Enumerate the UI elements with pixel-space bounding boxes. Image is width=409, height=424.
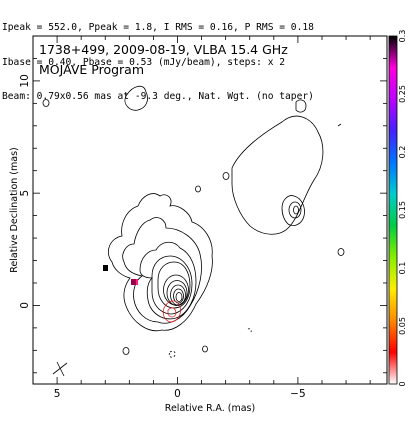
colorbar-tick-label: 0.05 — [398, 317, 407, 335]
pol-contour-2 — [167, 307, 177, 318]
contour-jet-2 — [281, 195, 305, 226]
y-axis-label: Relative Declination (mas) — [9, 147, 20, 273]
plot-frame — [32, 35, 388, 385]
pol-square-1 — [103, 265, 108, 271]
contour-2 — [122, 217, 202, 324]
x-tick-label: 0 — [174, 388, 181, 400]
contour-blob-top-right — [337, 123, 342, 127]
beam-marker — [52, 361, 68, 377]
y-tick-label: 5 — [19, 190, 31, 197]
plot-title: 1738+499, 2009-08-19, VLBA 15.4 GHz — [39, 42, 288, 57]
y-tick-label: 0 — [19, 302, 31, 309]
x-tick-label: −5 — [290, 388, 305, 400]
map-header: Ipeak = 552.0, Ppeak = 1.8, I RMS = 0.16… — [2, 0, 407, 114]
colorbar — [388, 35, 398, 385]
contour-negative-2 — [247, 328, 252, 333]
contour-10 — [175, 292, 183, 302]
contour-7 — [166, 280, 188, 306]
contour-blob-top-left — [42, 99, 50, 107]
contour-outer-core — [108, 193, 213, 332]
contour-jet-4 — [293, 205, 299, 215]
axis-tick-labels: 5 0 −5 0 5 10 — [19, 74, 306, 400]
contour-jet-outer — [231, 115, 324, 235]
colorbar-tick-label: 0.1 — [398, 262, 407, 275]
colorbar-ticks: 0 0.05 0.1 0.15 0.2 0.25 0.3 — [398, 30, 407, 387]
colorbar-tick-label: 0.15 — [398, 201, 407, 219]
contour-blob-bottom — [122, 347, 130, 355]
colorbar-tick-label: 0.3 — [398, 30, 407, 43]
x-axis-label: Relative R.A. (mas) — [165, 403, 255, 414]
pol-square-3 — [136, 279, 138, 285]
contour-4 — [151, 255, 193, 315]
contour-blob-top — [124, 85, 148, 111]
x-tick-label: 5 — [54, 388, 61, 400]
contour-jet-small — [295, 99, 307, 113]
contour-jet-3 — [288, 201, 302, 219]
contour-5 — [157, 261, 191, 309]
contour-8 — [170, 284, 186, 306]
y-tick-label: 10 — [19, 74, 31, 87]
contour-negative-1 — [168, 350, 176, 358]
pol-contour-1 — [162, 300, 181, 323]
header-line-base: Ibase = 0.40, Pbase = 0.53 (mJy/beam), s… — [2, 56, 286, 68]
colorbar-tick-label: 0.2 — [398, 146, 407, 159]
contour-blob-right — [337, 248, 345, 256]
polarization-overlay — [103, 265, 181, 323]
plot-subtitle: MOJAVE Program — [39, 62, 144, 77]
contour-3 — [139, 241, 197, 320]
colorbar-tick-label: 0 — [398, 381, 407, 386]
contour-blob-mid-2 — [195, 185, 201, 193]
pol-square-2 — [131, 279, 136, 285]
axis-ticks — [32, 35, 387, 384]
contour-blob-bottom-2 — [202, 345, 208, 353]
colorbar-tick-label: 0.25 — [398, 85, 407, 103]
header-line-intensity: Ipeak = 552.0, Ppeak = 1.8, I RMS = 0.16… — [2, 22, 314, 33]
header-line-beam: Beam: 0.79x0.56 mas at -9.3 deg., Nat. W… — [2, 91, 314, 102]
contour-lines — [42, 85, 345, 358]
contour-blob-mid — [222, 172, 230, 180]
